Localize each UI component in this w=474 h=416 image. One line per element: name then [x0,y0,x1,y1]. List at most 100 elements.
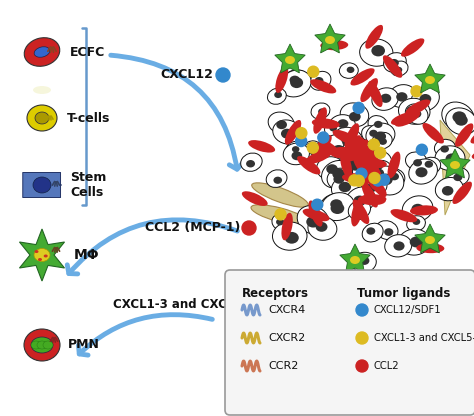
Ellipse shape [369,130,378,137]
Ellipse shape [336,135,355,151]
Circle shape [356,168,367,179]
Ellipse shape [353,158,367,169]
Ellipse shape [419,94,431,104]
Ellipse shape [435,139,456,157]
Ellipse shape [333,130,358,145]
Ellipse shape [309,201,323,227]
Ellipse shape [425,161,433,168]
Ellipse shape [310,147,318,154]
Ellipse shape [331,176,362,201]
Ellipse shape [435,178,463,201]
Ellipse shape [370,159,383,171]
Circle shape [353,102,364,114]
Ellipse shape [38,258,42,261]
Text: CXCR4: CXCR4 [268,305,305,315]
Ellipse shape [369,170,392,190]
Ellipse shape [292,151,302,160]
Ellipse shape [350,154,373,173]
Ellipse shape [337,151,370,180]
Ellipse shape [283,143,310,165]
Ellipse shape [393,241,405,250]
Ellipse shape [246,160,255,168]
Ellipse shape [292,146,300,152]
Text: CXCL12: CXCL12 [160,69,213,82]
Ellipse shape [450,161,460,169]
Text: CCR2: CCR2 [268,361,298,371]
Ellipse shape [359,158,387,168]
Ellipse shape [371,45,385,57]
Ellipse shape [355,142,379,161]
Circle shape [356,332,368,344]
Text: Receptors: Receptors [242,287,309,300]
Ellipse shape [327,168,354,191]
Ellipse shape [341,134,353,145]
Ellipse shape [350,68,374,86]
Ellipse shape [251,205,309,225]
Ellipse shape [357,158,366,166]
Ellipse shape [316,222,328,232]
Ellipse shape [285,120,301,145]
Ellipse shape [242,191,268,206]
Ellipse shape [268,112,294,134]
Text: CXCR2: CXCR2 [268,333,305,343]
Ellipse shape [340,151,352,178]
Ellipse shape [266,170,287,188]
Ellipse shape [27,105,57,131]
Ellipse shape [380,94,391,103]
Ellipse shape [446,154,458,164]
Ellipse shape [401,38,424,57]
Polygon shape [315,24,345,53]
Ellipse shape [358,194,386,204]
Ellipse shape [281,129,293,139]
Ellipse shape [282,213,293,240]
Ellipse shape [336,151,368,179]
Ellipse shape [399,98,430,124]
Ellipse shape [352,152,369,177]
Ellipse shape [389,59,399,67]
Ellipse shape [365,163,378,190]
Circle shape [356,360,368,372]
Ellipse shape [346,158,360,169]
Ellipse shape [455,115,468,126]
Ellipse shape [411,87,439,111]
Ellipse shape [37,341,47,349]
Text: CXCL1-3 and CXCL5-8: CXCL1-3 and CXCL5-8 [374,333,474,343]
Ellipse shape [358,158,370,186]
Ellipse shape [359,257,369,265]
Ellipse shape [372,132,392,149]
Ellipse shape [407,216,425,231]
Ellipse shape [332,168,346,179]
Ellipse shape [391,112,418,125]
Ellipse shape [346,159,360,170]
Ellipse shape [44,255,48,258]
Circle shape [373,175,383,186]
Ellipse shape [272,214,292,231]
Ellipse shape [412,218,420,225]
Ellipse shape [340,103,369,126]
Ellipse shape [344,151,377,179]
Ellipse shape [276,218,284,225]
Ellipse shape [374,169,384,177]
FancyBboxPatch shape [225,270,474,415]
Ellipse shape [391,209,417,222]
Ellipse shape [325,36,335,44]
Ellipse shape [425,76,435,84]
Circle shape [308,66,319,77]
Ellipse shape [368,116,388,134]
Ellipse shape [337,119,348,128]
Ellipse shape [342,140,350,146]
Ellipse shape [367,161,392,182]
Ellipse shape [34,47,50,57]
Ellipse shape [368,81,383,107]
Text: CXCL1-3 and CXCL5-8: CXCL1-3 and CXCL5-8 [113,299,256,312]
Ellipse shape [349,141,371,160]
Text: CXCL12/SDF1: CXCL12/SDF1 [374,305,442,315]
Ellipse shape [273,177,282,184]
Ellipse shape [312,119,340,129]
Ellipse shape [342,152,371,178]
Ellipse shape [290,77,303,88]
Ellipse shape [357,152,369,162]
Ellipse shape [405,152,427,170]
Ellipse shape [35,112,49,124]
Ellipse shape [362,126,382,144]
